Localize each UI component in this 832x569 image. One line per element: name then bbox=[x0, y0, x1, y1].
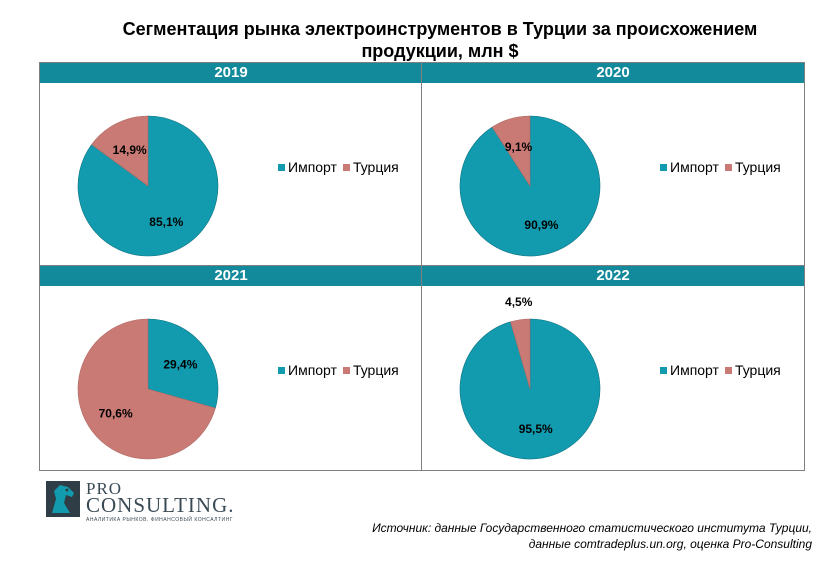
logo-text-pro: PRO bbox=[86, 479, 123, 498]
legend-item-turkey: Турция bbox=[342, 159, 399, 175]
pie-legend: Импорт Турция bbox=[660, 362, 787, 378]
source-line2: данные comtradeplus.un.org, оценка Pro-C… bbox=[528, 537, 812, 551]
legend-item-import: Импорт bbox=[660, 362, 719, 378]
legend-label: Турция bbox=[352, 159, 399, 175]
data-label: 14,9% bbox=[113, 143, 147, 157]
legend-swatch bbox=[278, 366, 285, 374]
data-label: 70,6% bbox=[99, 406, 133, 420]
legend-swatch bbox=[660, 163, 667, 171]
pie-slice-import bbox=[147, 318, 219, 409]
pie-legend: Импорт Турция bbox=[278, 159, 405, 175]
legend-swatch bbox=[342, 366, 350, 374]
legend-label: Импорт bbox=[670, 159, 719, 175]
pie-legend: Импорт Турция bbox=[660, 159, 787, 175]
data-label: 90,9% bbox=[524, 218, 558, 232]
pie-slice-turkey bbox=[491, 115, 531, 188]
legend-item-import: Импорт bbox=[660, 159, 719, 175]
legend-swatch bbox=[660, 366, 667, 374]
data-label: 29,4% bbox=[163, 358, 197, 372]
chart-title-line1: Сегментация рынка электроинструментов в … bbox=[122, 19, 758, 39]
source-line1: Источник: данные Государственного статис… bbox=[372, 521, 812, 535]
legend-label: Импорт bbox=[288, 159, 337, 175]
pie-slice-turkey bbox=[77, 318, 216, 460]
panel-year-header: 2021 bbox=[40, 266, 422, 286]
pie-panel-2022: 2022 95,5% 4,5% Импорт Турция bbox=[421, 265, 805, 471]
data-label: 85,1% bbox=[149, 215, 183, 229]
legend-item-turkey: Турция bbox=[724, 159, 781, 175]
horse-logo-icon bbox=[46, 481, 80, 517]
legend-label: Турция bbox=[734, 362, 781, 378]
source-note: Источник: данные Государственного статис… bbox=[372, 520, 812, 552]
panel-year-header: 2022 bbox=[422, 266, 804, 286]
pie-legend: Импорт Турция bbox=[278, 362, 405, 378]
logo-tagline: АНАЛИТИКА РЫНКОВ. ФИНАНСОВЫЙ КОНСАЛТИНГ bbox=[86, 517, 233, 523]
legend-label: Турция bbox=[352, 362, 399, 378]
legend-swatch bbox=[342, 163, 350, 171]
legend-label: Импорт bbox=[288, 362, 337, 378]
legend-label: Импорт bbox=[670, 362, 719, 378]
pie-panel-2021: 2021 29,4% 70,6% Импорт Турция bbox=[39, 265, 423, 471]
pie-chart: 95,5% 4,5% bbox=[459, 295, 601, 460]
data-label: 9,1% bbox=[505, 140, 533, 154]
logo-text-consulting: CONSULTING. bbox=[86, 493, 235, 517]
legend-item-turkey: Турция bbox=[724, 362, 781, 378]
pie-slice-turkey bbox=[510, 318, 531, 390]
data-label: 95,5% bbox=[519, 422, 553, 436]
data-label: 4,5% bbox=[505, 295, 533, 309]
pie-chart: 90,9% 9,1% bbox=[459, 115, 601, 257]
panel-year-header: 2020 bbox=[422, 63, 804, 83]
pie-slice-turkey bbox=[91, 115, 149, 187]
chart-title-line2: продукции, млн $ bbox=[361, 41, 519, 61]
legend-label: Турция bbox=[734, 159, 781, 175]
legend-item-import: Импорт bbox=[278, 362, 337, 378]
panel-year-header: 2019 bbox=[40, 63, 422, 83]
legend-item-import: Импорт bbox=[278, 159, 337, 175]
logo: PRO CONSULTING. АНАЛИТИКА РЫНКОВ. ФИНАНС… bbox=[46, 479, 233, 523]
chart-title: Сегментация рынка электроинструментов в … bbox=[40, 18, 832, 62]
legend-swatch bbox=[724, 366, 732, 374]
pie-chart: 85,1% 14,9% bbox=[77, 115, 219, 257]
pie-chart: 29,4% 70,6% bbox=[77, 318, 219, 460]
pie-panel-2019: 2019 85,1% 14,9% Импорт Турция bbox=[39, 62, 423, 268]
legend-swatch bbox=[724, 163, 732, 171]
legend-item-turkey: Турция bbox=[342, 362, 399, 378]
pie-panel-2020: 2020 90,9% 9,1% Импорт Турция bbox=[421, 62, 805, 268]
legend-swatch bbox=[278, 163, 285, 171]
